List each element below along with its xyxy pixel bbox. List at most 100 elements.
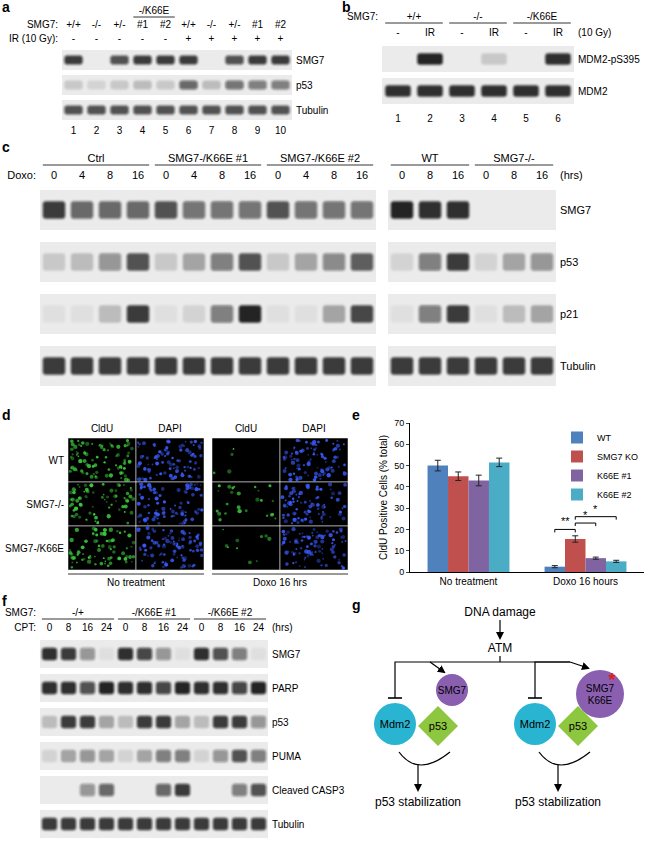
- svg-text:SMG7: SMG7: [272, 649, 301, 660]
- svg-text:IR: IR: [425, 27, 435, 38]
- svg-text:0: 0: [47, 622, 53, 633]
- svg-text:2: 2: [94, 125, 100, 136]
- svg-text:24: 24: [177, 622, 189, 633]
- svg-text:6: 6: [555, 113, 561, 124]
- svg-text:p53: p53: [296, 80, 313, 91]
- svg-text:CldU Positive Cells (% total): CldU Positive Cells (% total): [378, 435, 389, 560]
- svg-text:6: 6: [186, 125, 192, 136]
- svg-text:SMG7-/-: SMG7-/-: [493, 152, 535, 164]
- svg-text:8: 8: [511, 169, 517, 181]
- svg-text:(10 Gy): (10 Gy): [578, 27, 611, 38]
- svg-text:4: 4: [79, 169, 85, 181]
- svg-text:0: 0: [199, 622, 205, 633]
- svg-text:SMG7:: SMG7:: [27, 19, 58, 30]
- svg-text:p21: p21: [560, 308, 578, 320]
- svg-text:+/+: +/+: [181, 19, 196, 30]
- svg-text:70: 70: [394, 418, 404, 428]
- svg-text:K66E: K66E: [588, 695, 613, 706]
- svg-text:16: 16: [244, 169, 256, 181]
- svg-text:Mdm2: Mdm2: [380, 718, 411, 730]
- svg-text:16: 16: [158, 622, 170, 633]
- svg-text:-: -: [118, 33, 121, 44]
- svg-text:16: 16: [82, 622, 94, 633]
- svg-text:0: 0: [123, 622, 129, 633]
- svg-text:0: 0: [483, 169, 489, 181]
- svg-text:SMG7: SMG7: [560, 204, 591, 216]
- svg-text:SMG7:: SMG7:: [347, 11, 378, 22]
- svg-text:-: -: [141, 33, 144, 44]
- svg-text:*: *: [583, 509, 588, 521]
- svg-text:SMG7: SMG7: [296, 55, 325, 66]
- svg-text:-: -: [72, 33, 75, 44]
- svg-text:4: 4: [491, 113, 497, 124]
- svg-text:**: **: [561, 515, 570, 527]
- svg-text:8: 8: [66, 622, 72, 633]
- svg-text:24: 24: [101, 622, 113, 633]
- svg-text:8: 8: [331, 169, 337, 181]
- svg-text:e: e: [352, 407, 360, 423]
- svg-text:SMG7-/-: SMG7-/-: [26, 499, 64, 510]
- svg-text:0: 0: [275, 169, 281, 181]
- svg-text:K66E #2: K66E #2: [597, 490, 632, 500]
- svg-text:1: 1: [71, 125, 77, 136]
- svg-text:Tubulin: Tubulin: [296, 105, 328, 116]
- svg-text:p53: p53: [429, 720, 447, 732]
- svg-text:9: 9: [255, 125, 261, 136]
- svg-text:a: a: [2, 0, 10, 15]
- svg-text:Cleaved CASP3: Cleaved CASP3: [272, 785, 345, 796]
- svg-text:p53 stabilization: p53 stabilization: [375, 795, 461, 809]
- svg-text:40: 40: [394, 482, 404, 492]
- svg-text:PUMA: PUMA: [272, 751, 301, 762]
- svg-text:#1: #1: [252, 19, 264, 30]
- svg-text:No treatment: No treatment: [107, 577, 165, 588]
- svg-text:Doxo 16 hours: Doxo 16 hours: [553, 576, 618, 587]
- svg-text:-/K66E: -/K66E: [139, 5, 170, 16]
- svg-text:60: 60: [394, 439, 404, 449]
- svg-text:+/+: +/+: [66, 19, 81, 30]
- svg-text:20: 20: [394, 525, 404, 535]
- svg-text:IR (10 Gy):: IR (10 Gy):: [9, 33, 58, 44]
- svg-text:5: 5: [163, 125, 169, 136]
- svg-text:-/K66E #1: -/K66E #1: [132, 607, 177, 618]
- svg-text:(hrs): (hrs): [272, 622, 293, 633]
- svg-text:Mdm2: Mdm2: [520, 718, 551, 730]
- svg-text:-: -: [524, 27, 527, 38]
- svg-text:SMG7-/K66E: SMG7-/K66E: [5, 543, 64, 554]
- svg-text:Doxo:: Doxo:: [7, 169, 36, 181]
- svg-text:30: 30: [394, 503, 404, 513]
- svg-text:SMG7 KO: SMG7 KO: [597, 452, 638, 462]
- svg-text:5: 5: [523, 113, 529, 124]
- svg-text:IR: IR: [553, 27, 563, 38]
- svg-text:MDM2: MDM2: [578, 86, 608, 97]
- svg-text:50: 50: [394, 461, 404, 471]
- svg-text:-/K66E #2: -/K66E #2: [208, 607, 253, 618]
- svg-text:+: +: [209, 33, 215, 44]
- svg-text:0: 0: [163, 169, 169, 181]
- svg-text:-: -: [164, 33, 167, 44]
- svg-text:4: 4: [191, 169, 197, 181]
- svg-text:10: 10: [394, 546, 404, 556]
- svg-text:*: *: [593, 503, 598, 515]
- svg-text:MDM2-pS395: MDM2-pS395: [578, 54, 640, 65]
- svg-text:-/+: -/+: [72, 607, 84, 618]
- svg-text:Tubulin: Tubulin: [560, 360, 596, 372]
- svg-text:DAPI: DAPI: [158, 423, 181, 434]
- svg-text:-/-: -/-: [473, 11, 482, 22]
- svg-text:p53 stabilization: p53 stabilization: [515, 795, 601, 809]
- svg-text:p53: p53: [272, 717, 289, 728]
- svg-text:*: *: [608, 670, 615, 690]
- svg-text:-/-: -/-: [92, 19, 101, 30]
- svg-text:10: 10: [275, 125, 287, 136]
- svg-text:8: 8: [142, 622, 148, 633]
- svg-text:+/-: +/-: [114, 19, 126, 30]
- svg-text:d: d: [2, 407, 11, 423]
- svg-text:CldU: CldU: [235, 423, 257, 434]
- svg-text:8: 8: [427, 169, 433, 181]
- svg-text:3: 3: [459, 113, 465, 124]
- svg-text:+: +: [232, 33, 238, 44]
- svg-text:IR: IR: [489, 27, 499, 38]
- svg-text:+/+: +/+: [407, 11, 422, 22]
- svg-text:8: 8: [107, 169, 113, 181]
- svg-text:3: 3: [117, 125, 123, 136]
- svg-text:-: -: [95, 33, 98, 44]
